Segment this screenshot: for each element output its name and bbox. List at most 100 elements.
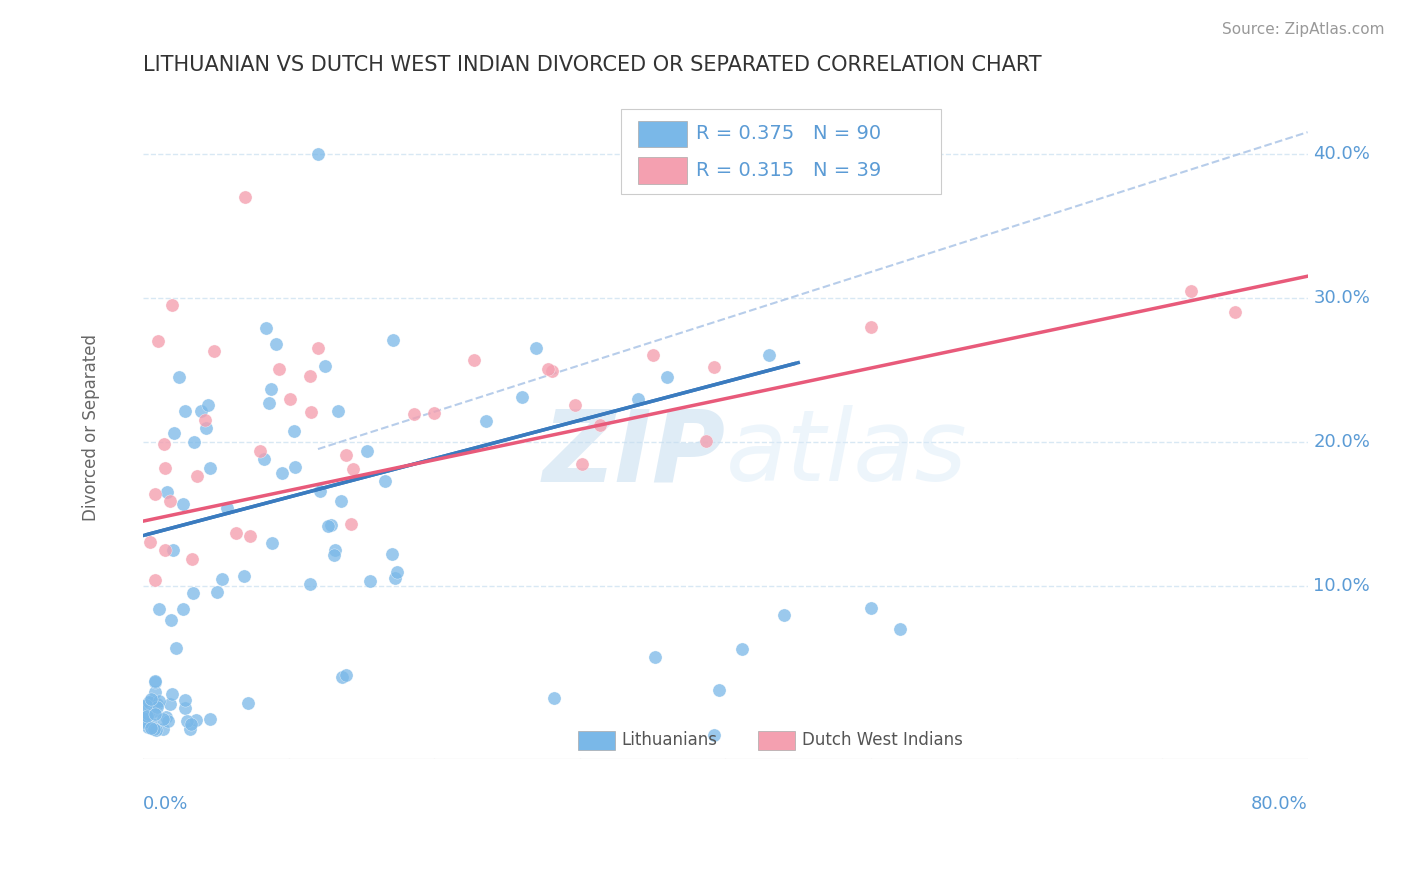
Point [657, 370, 679, 384]
Point [299, 405, 322, 419]
Point [374, 474, 396, 488]
Point [202, 343, 225, 358]
Point [239, 529, 262, 543]
Point [889, 622, 911, 636]
Point [564, 398, 586, 412]
Text: Dutch West Indians: Dutch West Indians [803, 731, 963, 749]
Point [159, 613, 181, 627]
Point [176, 714, 198, 728]
Point [703, 360, 725, 375]
Point [233, 190, 256, 204]
Point [335, 668, 357, 682]
Point [156, 714, 179, 728]
Text: R = 0.375   N = 90: R = 0.375 N = 90 [696, 124, 882, 144]
FancyBboxPatch shape [578, 731, 614, 749]
Point [641, 348, 664, 362]
Point [335, 448, 357, 462]
Point [644, 650, 666, 665]
Point [385, 565, 408, 579]
Point [589, 418, 612, 433]
Point [332, 670, 354, 684]
Point [280, 392, 302, 407]
Point [190, 404, 212, 418]
Point [146, 334, 169, 348]
Point [314, 359, 336, 373]
Point [160, 687, 183, 701]
Point [283, 460, 305, 475]
Point [174, 693, 197, 707]
Text: 40.0%: 40.0% [1313, 145, 1371, 162]
Point [136, 707, 159, 722]
Point [571, 457, 593, 471]
Text: Source: ZipAtlas.com: Source: ZipAtlas.com [1222, 22, 1385, 37]
Point [153, 543, 176, 558]
Point [326, 404, 349, 418]
Point [381, 547, 404, 561]
Point [321, 518, 343, 533]
Point [307, 146, 329, 161]
Point [423, 406, 446, 420]
Point [134, 704, 156, 718]
Point [148, 694, 170, 708]
Text: 0.0%: 0.0% [143, 796, 188, 814]
Point [356, 444, 378, 458]
Point [138, 695, 160, 709]
Point [859, 600, 882, 615]
Point [339, 516, 361, 531]
Point [146, 700, 169, 714]
Point [266, 336, 288, 351]
Point [731, 641, 754, 656]
Point [165, 641, 187, 656]
Point [627, 392, 650, 406]
Point [859, 319, 882, 334]
Point [200, 461, 222, 475]
Point [148, 602, 170, 616]
Point [197, 398, 219, 412]
Point [155, 710, 177, 724]
Point [173, 404, 195, 418]
Point [236, 696, 259, 710]
Point [156, 485, 179, 500]
Point [217, 500, 239, 515]
FancyBboxPatch shape [758, 731, 796, 749]
Point [772, 607, 794, 622]
Point [146, 697, 169, 711]
Point [707, 683, 730, 698]
Point [381, 334, 404, 348]
Point [510, 390, 533, 404]
Point [463, 352, 485, 367]
Point [253, 451, 276, 466]
Text: 30.0%: 30.0% [1313, 289, 1371, 307]
Point [703, 728, 725, 742]
Point [143, 487, 166, 501]
FancyBboxPatch shape [620, 110, 941, 194]
Point [162, 298, 184, 312]
Point [260, 383, 283, 397]
Point [180, 551, 202, 566]
Point [758, 348, 780, 362]
Text: 20.0%: 20.0% [1313, 433, 1371, 450]
Point [384, 571, 406, 585]
Point [318, 519, 340, 533]
Point [141, 692, 163, 706]
Point [475, 414, 498, 428]
FancyBboxPatch shape [638, 157, 688, 184]
Text: Divorced or Separated: Divorced or Separated [82, 334, 100, 521]
Point [152, 723, 174, 737]
Text: atlas: atlas [725, 406, 967, 502]
Point [163, 425, 186, 440]
FancyBboxPatch shape [638, 120, 688, 147]
Point [143, 722, 166, 736]
Point [323, 548, 346, 562]
Point [537, 362, 560, 376]
Point [541, 364, 564, 378]
Point [307, 341, 329, 355]
Point [145, 674, 167, 689]
Text: Lithuanians: Lithuanians [621, 731, 718, 749]
Text: LITHUANIAN VS DUTCH WEST INDIAN DIVORCED OR SEPARATED CORRELATION CHART: LITHUANIAN VS DUTCH WEST INDIAN DIVORCED… [143, 55, 1042, 75]
Point [195, 421, 218, 435]
Point [143, 573, 166, 587]
Point [404, 407, 426, 421]
Point [225, 526, 247, 541]
Point [142, 705, 165, 719]
